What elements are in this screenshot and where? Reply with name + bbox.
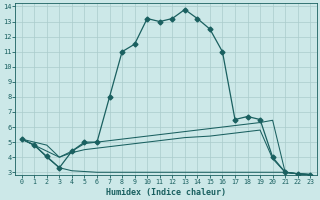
X-axis label: Humidex (Indice chaleur): Humidex (Indice chaleur) — [106, 188, 226, 197]
